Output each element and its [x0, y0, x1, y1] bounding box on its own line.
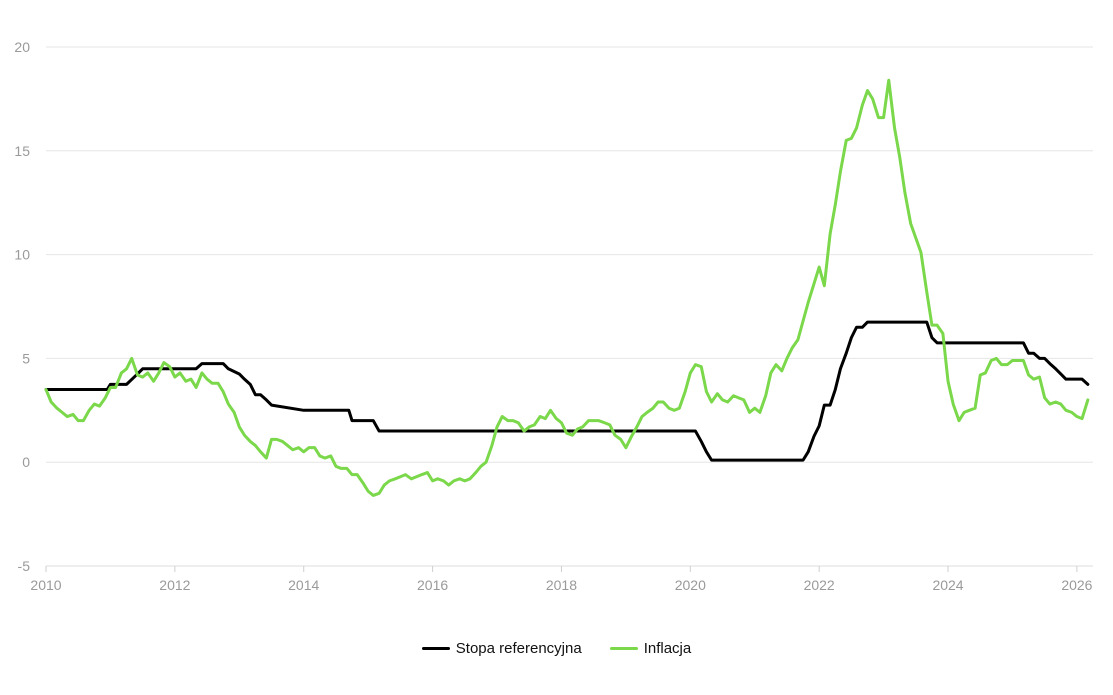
series-line-inflacja[interactable] [44, 78, 1090, 497]
legend-swatch-inflacja [609, 647, 638, 650]
x-tick-label-2016: 2016 [417, 577, 448, 593]
y-tick-label-5: 5 [22, 350, 30, 366]
x-tick-label-2022: 2022 [804, 577, 835, 593]
y-tick-label-20: 20 [14, 39, 30, 55]
y-axis: -5 0 5 10 15 20 [14, 39, 30, 574]
y-tick-label-10: 10 [14, 247, 30, 263]
x-tick-label-2026: 2026 [1061, 577, 1092, 593]
line-chart: 2010 2012 2014 2016 2018 2020 2022 2024 2026 -50… [14, 39, 1093, 593]
x-axis: 2010 2012 2014 2016 2018 2020 2022 2024 2026 [30, 565, 1093, 593]
x-tick-label-2010: 2010 [30, 577, 61, 593]
legend-label-inflacja: Inflacja [643, 640, 692, 657]
x-tick-label-2018: 2018 [546, 577, 577, 593]
x-tick-label-2014: 2014 [288, 577, 319, 593]
legend-item-inflacja[interactable]: Inflacja [609, 640, 692, 657]
series-lines [44, 78, 1090, 497]
legend: Stopa referencyjna Inflacja [0, 640, 1113, 657]
x-tick-label-2020: 2020 [675, 577, 706, 593]
legend-swatch-stopa-referencyjna [421, 647, 450, 650]
series-line-stopa-referencyjna[interactable] [44, 320, 1090, 462]
legend-label-stopa-referencyjna: Stopa referencyjna [455, 640, 582, 657]
x-tick-label-2012: 2012 [159, 577, 190, 593]
legend-item-stopa-referencyjna[interactable]: Stopa referencyjna [421, 640, 582, 657]
y-tick-label-neg5: -5 [18, 558, 31, 574]
gridlines [46, 46, 1093, 567]
y-tick-label-15: 15 [14, 143, 30, 159]
y-tick-label-0: 0 [22, 454, 30, 470]
x-tick-label-2024: 2024 [932, 577, 963, 593]
